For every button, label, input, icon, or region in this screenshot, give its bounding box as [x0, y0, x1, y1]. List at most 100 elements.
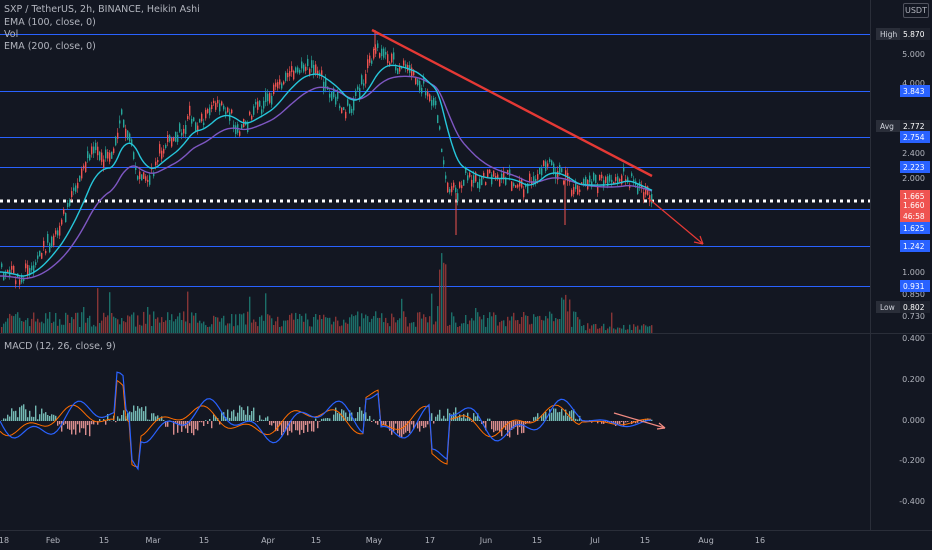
macd-histogram-bar — [91, 421, 93, 425]
candle-body — [199, 118, 201, 123]
volume-bar — [643, 324, 645, 333]
candle-body — [165, 144, 167, 148]
candle-body — [583, 179, 585, 186]
candle-body — [161, 150, 163, 159]
volume-bar — [101, 320, 103, 333]
price-label-value: 46:58 — [903, 212, 925, 221]
macd-histogram-bar — [39, 414, 41, 421]
volume-bar — [447, 325, 449, 333]
price-label-box — [900, 199, 930, 211]
candle-body — [209, 107, 211, 116]
candle-body — [443, 160, 445, 165]
macd-histogram-bar — [603, 421, 605, 424]
volume-bar — [637, 325, 639, 333]
candle-body — [489, 169, 491, 173]
legend-macd[interactable]: MACD (12, 26, close, 9) — [4, 341, 116, 352]
legend-symbol[interactable]: SXP / TetherUS, 2h, BINANCE, Heikin Ashi — [4, 4, 200, 15]
macd-histogram-bar — [529, 421, 531, 424]
macd-histogram-bar — [55, 415, 57, 421]
volume-bar — [627, 329, 629, 333]
candle-body — [399, 65, 401, 72]
macd-histogram-bar — [33, 416, 35, 421]
price-label: 1.660 — [900, 199, 930, 211]
time-tick-label: Jul — [589, 536, 600, 545]
volume-bar — [11, 315, 13, 333]
volume-bar — [507, 316, 509, 333]
candle-body — [643, 192, 645, 200]
candle-body — [519, 180, 521, 187]
volume-bar — [531, 323, 533, 333]
macd-histogram-bar — [275, 421, 277, 432]
candle-body — [257, 101, 259, 110]
candle-body — [545, 161, 547, 172]
candle-body — [39, 250, 41, 257]
candle-body — [197, 125, 199, 132]
macd-histogram-bar — [365, 412, 367, 421]
volume-bar — [251, 322, 253, 333]
volume-bar — [519, 323, 521, 333]
volume-bar — [587, 323, 589, 333]
macd-histogram-bar — [625, 421, 627, 423]
macd-histogram-bar — [651, 419, 653, 421]
candle-body — [321, 70, 323, 76]
price-label-box — [900, 28, 930, 40]
volume-bar — [97, 288, 99, 333]
macd-histogram-bar — [219, 421, 221, 425]
macd-histogram-bar — [359, 407, 361, 421]
candle-body — [41, 253, 43, 259]
volume-bar — [293, 319, 295, 333]
volume-bar — [455, 322, 457, 333]
volume-bar — [217, 317, 219, 333]
volume-bar — [427, 322, 429, 333]
volume-bar — [25, 320, 27, 333]
macd-histogram-bar — [269, 421, 271, 425]
candle-body — [539, 167, 541, 175]
volume-bar — [375, 311, 377, 333]
volume-bar — [369, 322, 371, 333]
candle-body — [273, 84, 275, 95]
volume-bar — [435, 321, 437, 333]
volume-bar — [297, 319, 299, 333]
volume-bar — [131, 314, 133, 333]
candle-body — [175, 131, 177, 142]
volume-bar — [579, 319, 581, 333]
currency-badge[interactable]: USDT — [903, 3, 929, 18]
candle-body — [431, 99, 433, 106]
macd-histogram-bar — [427, 421, 429, 425]
candle-body — [465, 168, 467, 173]
macd-histogram-bar — [417, 421, 419, 429]
macd-histogram-bar — [421, 421, 423, 426]
macd-histogram-bar — [141, 407, 143, 421]
candle-body — [419, 81, 421, 91]
volume-bar — [15, 314, 17, 333]
macd-histogram-bar — [191, 421, 193, 434]
candle-body — [289, 71, 291, 77]
time-tick-label: 15 — [199, 536, 209, 545]
macd-histogram-bar — [451, 414, 453, 421]
price-label-value: 5.870 — [903, 30, 925, 39]
candle-body — [571, 189, 573, 196]
candle-body — [239, 131, 241, 136]
price-label-value: 2.772 — [903, 122, 925, 131]
legend-ema100[interactable]: EMA (100, close, 0) — [4, 17, 96, 28]
volume-bar — [43, 323, 45, 333]
macd-histogram-bar — [87, 421, 89, 426]
legend-volume[interactable]: Vol — [4, 29, 19, 40]
candle-body — [579, 189, 581, 192]
volume-bar — [5, 321, 7, 333]
legend-ema200[interactable]: EMA (200, close, 0) — [4, 41, 96, 52]
macd-histogram-bar — [265, 417, 267, 421]
macd-histogram-bar — [35, 405, 37, 421]
candle-body — [515, 185, 517, 188]
macd-histogram-bar — [41, 408, 43, 421]
macd-histogram-bar — [597, 421, 599, 424]
price-label: 2.223 — [900, 161, 930, 173]
volume-bar — [413, 322, 415, 333]
macd-histogram-bar — [243, 410, 245, 421]
macd-histogram-bar — [163, 420, 165, 421]
volume-bar — [439, 269, 441, 333]
volume-bar — [91, 326, 93, 333]
volume-bar — [417, 312, 419, 333]
price-tick-label: 5.000 — [902, 50, 925, 59]
